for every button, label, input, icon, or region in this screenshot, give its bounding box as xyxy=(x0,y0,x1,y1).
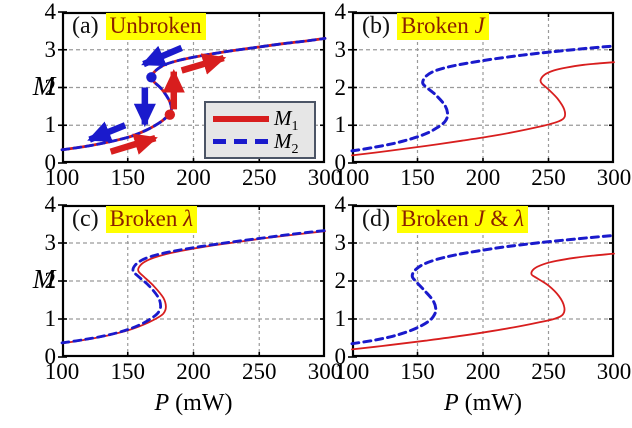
y-tick-label: 1 xyxy=(44,112,57,138)
panel-title-part: λ xyxy=(514,206,525,231)
y-axis-label-bottom: M xyxy=(32,264,56,294)
x-tick-label: 100 xyxy=(334,165,370,190)
panel-title-part: J xyxy=(474,206,485,231)
panel-title-part: & xyxy=(484,206,515,231)
panel-title-part: Unbroken xyxy=(109,13,202,38)
y-axis-label-top: M xyxy=(32,70,56,101)
x-tick-label: 200 xyxy=(465,359,501,384)
x-tick-label: 200 xyxy=(176,359,211,384)
x-tick-label: 100 xyxy=(44,359,80,384)
y-tick-label: 3 xyxy=(44,230,57,255)
legend-label-m2: M2 xyxy=(274,129,299,158)
panel-title: Broken λ xyxy=(105,206,198,233)
panel-title-part: Broken xyxy=(400,13,475,38)
curve-m2 xyxy=(350,44,616,153)
x-tick-label: 150 xyxy=(110,359,146,384)
y-tick-label: 4 xyxy=(334,192,347,217)
y-tick-label: 0 xyxy=(334,150,347,175)
curve-m1 xyxy=(351,252,615,351)
fold-dot xyxy=(164,109,176,120)
panel-a: (a) Unbroken M1 M2 xyxy=(58,11,327,164)
x-tick-label: 150 xyxy=(400,359,435,384)
x-axis-label-right: P (mW) xyxy=(444,390,522,416)
y-tick-label: 2 xyxy=(44,268,57,293)
x-tick-label: 300 xyxy=(596,165,632,190)
legend-line-solid xyxy=(213,115,269,122)
x-tick-label: 250 xyxy=(242,359,277,384)
panel-tag: (c) xyxy=(72,206,99,232)
panel-d-head: (d) Broken J & λ xyxy=(362,206,529,233)
x-tick-label: 250 xyxy=(531,165,566,190)
plot-d xyxy=(348,204,616,358)
hysteresis-arrow xyxy=(141,44,183,68)
panel-title-part: Broken xyxy=(400,206,475,231)
x-tick-label: 250 xyxy=(531,359,566,384)
plot-a xyxy=(58,11,327,164)
panel-a-head: (a) Unbroken xyxy=(72,13,206,40)
x-tick-label: 200 xyxy=(465,165,501,190)
x-axis-label-left: P (mW) xyxy=(154,390,233,416)
curve-m2 xyxy=(60,229,327,345)
panel-tag: (b) xyxy=(362,13,390,39)
hysteresis-arrow xyxy=(87,121,127,143)
y-tick-label: 0 xyxy=(44,150,57,175)
y-tick-label: 1 xyxy=(334,306,347,331)
hysteresis-arrow xyxy=(180,53,227,75)
hysteresis-arrow xyxy=(109,133,158,155)
x-tick-label: 300 xyxy=(596,359,632,384)
panel-title: Broken J & λ xyxy=(396,206,529,233)
x-tick-label: 100 xyxy=(334,359,370,384)
y-tick-label: 3 xyxy=(44,36,57,62)
y-tick-label: 1 xyxy=(44,306,57,331)
legend-line-dashed xyxy=(213,139,269,144)
x-tick-label: 250 xyxy=(242,165,277,190)
panel-title-part: J xyxy=(474,13,485,38)
y-tick-label: 0 xyxy=(44,344,57,369)
curve-m2 xyxy=(350,233,616,346)
panel-b: (b) Broken J xyxy=(348,11,616,164)
x-tick-label: 100 xyxy=(44,165,80,190)
x-tick-label: 200 xyxy=(176,165,211,190)
panel-c-head: (c) Broken λ xyxy=(72,206,198,233)
fold-dot xyxy=(146,72,157,83)
legend-entry-m1: M1 xyxy=(213,106,308,135)
panel-c: (c) Broken λ xyxy=(58,204,327,358)
panel-title-part: λ xyxy=(183,206,194,231)
y-tick-label: 2 xyxy=(334,74,347,100)
panel-b-head: (b) Broken J xyxy=(362,13,489,40)
legend-entry-m2: M2 xyxy=(213,129,308,158)
panel-title: Broken J xyxy=(396,13,489,40)
legend-label-m1: M1 xyxy=(274,106,299,135)
panel-title: Unbroken xyxy=(105,13,206,40)
y-tick-label: 0 xyxy=(334,344,347,369)
y-tick-label: 2 xyxy=(44,74,57,100)
x-tick-label: 300 xyxy=(307,359,343,384)
x-tick-label: 150 xyxy=(400,165,435,190)
y-tick-label: 2 xyxy=(334,268,347,293)
y-tick-label: 4 xyxy=(44,192,57,217)
panel-d: (d) Broken J & λ xyxy=(348,204,616,358)
y-tick-label: 4 xyxy=(334,0,347,24)
curve-m1 xyxy=(351,61,615,157)
legend: M1 M2 xyxy=(204,101,316,159)
panel-tag: (a) xyxy=(72,13,99,39)
panel-tag: (d) xyxy=(362,206,390,232)
y-tick-label: 3 xyxy=(334,36,347,62)
panel-title-part: Broken xyxy=(109,206,184,231)
x-tick-label: 300 xyxy=(307,165,343,190)
y-tick-label: 4 xyxy=(44,0,57,24)
x-tick-label: 150 xyxy=(110,165,146,190)
y-tick-label: 3 xyxy=(334,230,347,255)
y-tick-label: 1 xyxy=(334,112,347,138)
